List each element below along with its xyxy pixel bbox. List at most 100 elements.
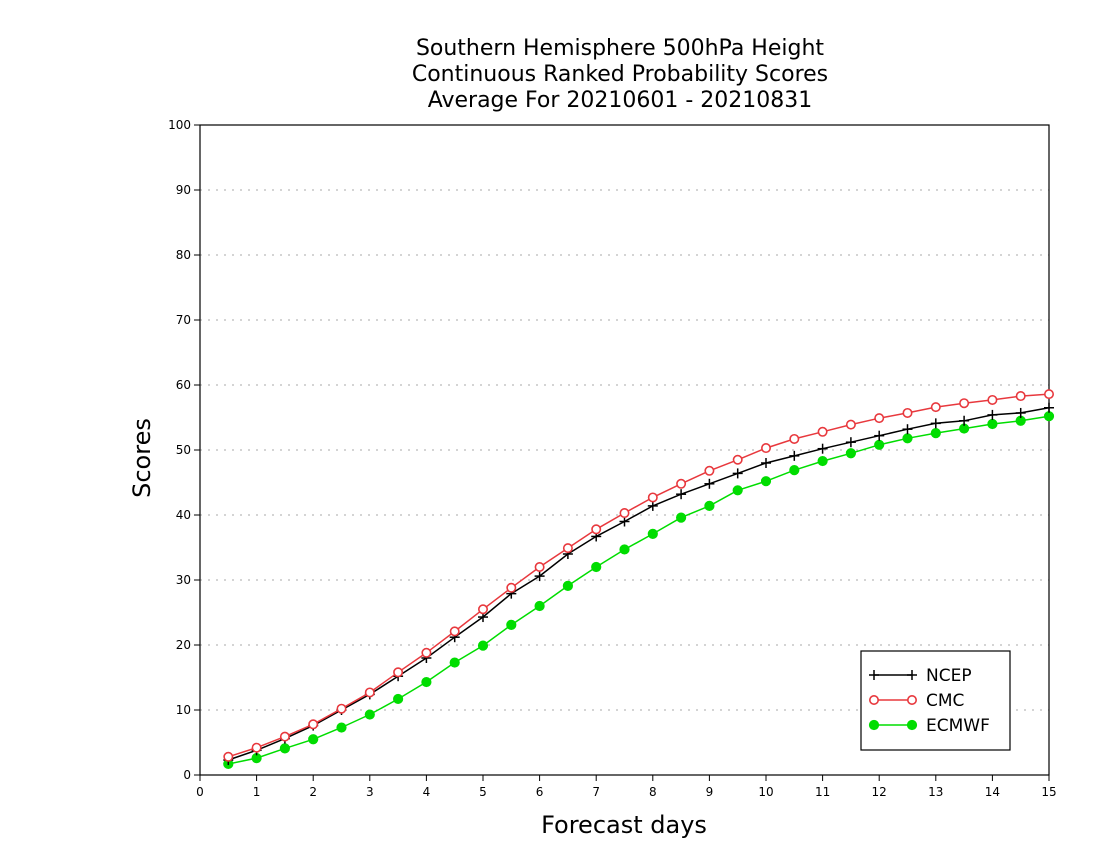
data-point-cmc [364, 687, 375, 698]
data-point-cmc [477, 604, 488, 615]
data-point-ncep [676, 489, 687, 500]
data-point-ncep [789, 450, 800, 461]
legend-marker-ecmwf [868, 719, 880, 731]
data-point-ecmwf [421, 676, 432, 688]
y-tick-label: 20 [176, 638, 191, 652]
x-tick-label: 14 [985, 785, 1000, 799]
legend-marker-cmc [868, 694, 879, 705]
data-point-ecmwf [393, 693, 404, 705]
data-point-ecmwf [449, 657, 460, 668]
data-point-cmc [676, 478, 687, 489]
y-tick-label: 80 [176, 248, 191, 262]
data-point-cmc [704, 465, 715, 476]
data-point-cmc [1044, 389, 1055, 400]
data-point-cmc [534, 561, 545, 572]
y-tick-label: 70 [176, 313, 191, 327]
x-tick-label: 13 [928, 785, 943, 799]
data-point-cmc [817, 426, 828, 437]
x-tick-label: 6 [536, 785, 544, 799]
data-point-ecmwf [534, 600, 545, 612]
legend-label-cmc: CMC [926, 691, 964, 711]
x-tick-label: 12 [872, 785, 887, 799]
series-ecmwf [223, 411, 1055, 770]
data-point-ecmwf [562, 580, 574, 591]
x-tick-label: 7 [592, 785, 600, 799]
data-point-cmc [874, 413, 885, 424]
data-point-cmc [902, 407, 913, 418]
data-point-ecmwf [817, 455, 828, 467]
series-line-ncep [228, 407, 1050, 761]
data-point-cmc [308, 719, 319, 730]
data-point-ncep [761, 458, 771, 468]
data-point-cmc [1015, 391, 1026, 402]
x-tick-label: 9 [706, 785, 714, 799]
y-axis-label: Scores [128, 418, 156, 498]
data-point-ncep [647, 500, 658, 511]
legend-entry-ncep: NCEP [869, 666, 972, 686]
data-point-ncep [930, 418, 941, 429]
data-point-ecmwf [845, 448, 857, 459]
chart-title-line-3: Average For 20210601 - 20210831 [427, 88, 813, 113]
x-tick-label: 11 [815, 785, 830, 799]
x-tick-label: 0 [196, 785, 204, 799]
x-tick-label: 5 [479, 785, 487, 799]
data-point-ecmwf [930, 428, 941, 439]
data-point-ncep [874, 430, 885, 441]
data-point-ecmwf [704, 500, 715, 511]
data-point-cmc [506, 582, 517, 593]
y-tick-label: 100 [168, 118, 191, 132]
data-point-ecmwf [279, 743, 290, 754]
data-point-cmc [959, 398, 970, 409]
y-tick-label: 30 [176, 573, 191, 587]
data-point-cmc [279, 731, 290, 742]
data-point-cmc [393, 667, 404, 678]
data-point-cmc [647, 492, 658, 503]
data-point-cmc [845, 419, 856, 430]
y-tick-label: 0 [183, 768, 191, 782]
data-point-ecmwf [619, 544, 630, 555]
legend-label-ecmwf: ECMWF [926, 716, 990, 736]
data-point-ecmwf [647, 528, 658, 539]
data-point-ncep [902, 424, 913, 435]
data-point-ncep [845, 437, 856, 448]
data-point-ecmwf [591, 561, 602, 573]
data-point-ncep [817, 443, 828, 454]
y-tick-label: 60 [176, 378, 191, 392]
data-point-ncep [704, 478, 715, 489]
data-point-ncep [1015, 407, 1026, 418]
data-point-ecmwf [760, 476, 772, 487]
data-point-cmc [619, 508, 630, 519]
data-point-ecmwf [987, 418, 998, 430]
x-tick-label: 3 [366, 785, 374, 799]
legend: NCEP CMC ECMWF [860, 650, 1011, 751]
series-cmc [223, 389, 1055, 762]
x-tick-label: 2 [309, 785, 317, 799]
data-point-cmc [336, 703, 347, 714]
data-point-ncep [534, 571, 545, 582]
y-tick-label: 50 [176, 443, 191, 457]
data-point-ecmwf [364, 709, 375, 720]
x-tick-label: 1 [253, 785, 261, 799]
data-point-ncep [959, 415, 970, 426]
x-tick-label: 8 [649, 785, 657, 799]
legend-entry-cmc: CMC [868, 691, 964, 711]
chart-title-line-2: Continuous Ranked Probability Scores [411, 62, 829, 87]
legend-marker-ncep [907, 670, 917, 680]
legend-entry-ecmwf: ECMWF [868, 716, 990, 736]
data-point-cmc [449, 626, 460, 637]
x-tick-label: 15 [1041, 785, 1056, 799]
data-point-cmc [732, 454, 743, 465]
data-point-ecmwf [506, 619, 517, 630]
data-series [223, 389, 1055, 770]
legend-marker-ncep [869, 670, 879, 680]
data-point-cmc [223, 751, 234, 762]
grid-lines [200, 189, 1049, 711]
y-tick-label: 10 [176, 703, 191, 717]
data-point-cmc [987, 394, 998, 405]
data-point-cmc [591, 524, 602, 535]
legend-label-ncep: NCEP [926, 666, 972, 686]
data-point-cmc [930, 402, 941, 413]
data-point-ecmwf [1043, 411, 1055, 422]
data-point-ecmwf [732, 485, 743, 496]
data-point-ncep [619, 516, 630, 527]
